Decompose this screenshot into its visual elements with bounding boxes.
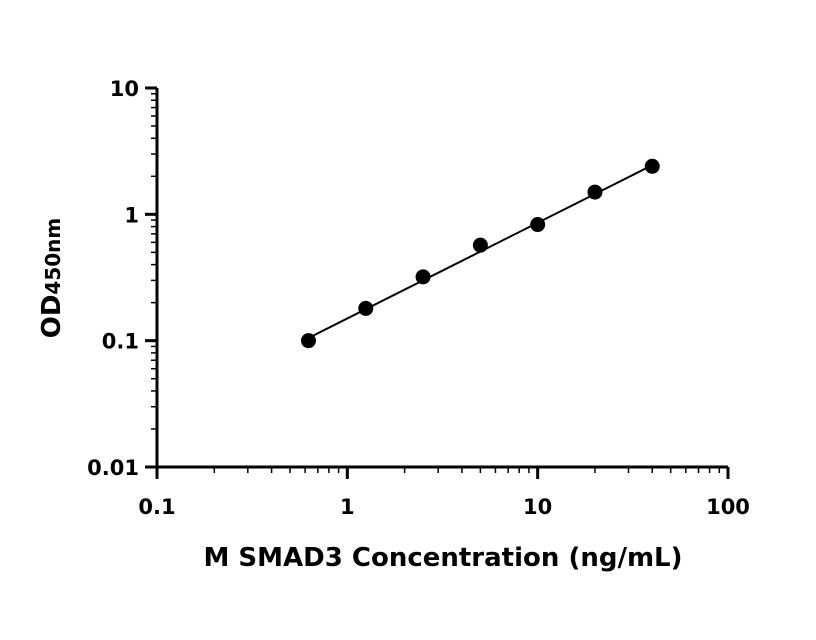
y-axis-title: OD450nm	[37, 218, 67, 339]
data-point	[530, 217, 546, 233]
y-axis-title-subscript: 450nm	[41, 218, 65, 295]
x-tick-label: 100	[706, 495, 750, 519]
data-point	[644, 158, 660, 174]
x-tick-label: 10	[523, 495, 552, 519]
data-point	[300, 333, 316, 349]
plot-area	[300, 158, 660, 349]
y-tick-label: 0.1	[102, 330, 139, 354]
y-tick-label: 1	[124, 203, 139, 227]
x-tick-label: 0.1	[138, 495, 175, 519]
x-tick-label: 1	[340, 495, 355, 519]
y-axis-title-main: OD	[37, 295, 67, 339]
y-tick-label: 0.01	[87, 456, 139, 480]
data-point	[358, 300, 374, 316]
data-point	[587, 184, 603, 200]
x-axis-title: M SMAD3 Concentration (ng/mL)	[204, 543, 683, 573]
y-tick-label: 10	[110, 77, 139, 101]
axes: 0.01 0.1 1 10 0.1 1 10 100	[87, 77, 750, 519]
data-point	[472, 237, 488, 253]
data-point	[415, 269, 431, 285]
